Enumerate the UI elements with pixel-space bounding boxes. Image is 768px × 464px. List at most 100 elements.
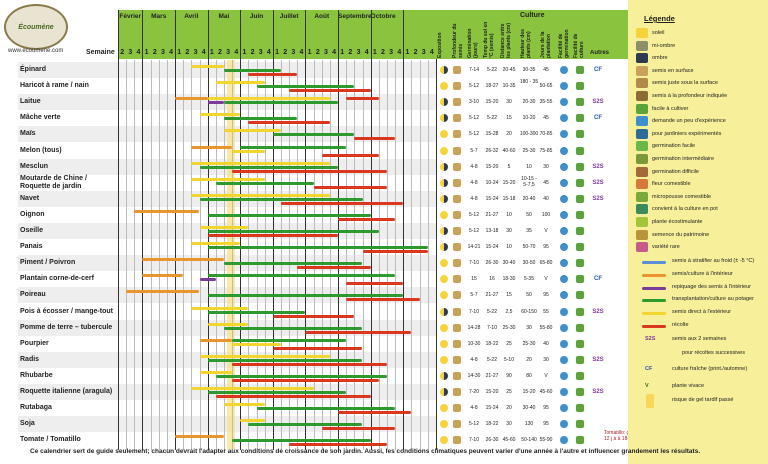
harvest-bar (297, 266, 371, 270)
culture-value: 14-30 (467, 372, 481, 379)
legend-extra-label: pour récoltes successives (682, 350, 745, 356)
culture-value: 18-22 (485, 421, 499, 428)
legend-label: facile à cultiver (652, 105, 689, 112)
week-19: 1 (275, 49, 279, 56)
culture-value: 30-40 (522, 405, 536, 412)
legend-title: Légende (644, 14, 675, 23)
legend-mark: CF (645, 366, 653, 372)
direct-bar (191, 387, 314, 390)
culture-value: 50 (526, 211, 532, 218)
transplant-bar (207, 294, 404, 298)
grid-line (158, 60, 160, 450)
seed-depth-icon (453, 436, 461, 445)
legend-icon-item: convient à la culture en pot (636, 204, 718, 215)
month-header-bg (118, 10, 436, 59)
culture-value: 15-28 (485, 131, 499, 138)
week-label: Semaine (86, 49, 115, 56)
legend-swatch-icon (636, 53, 648, 64)
direct-bar (191, 177, 265, 181)
seed-depth-icon (453, 404, 461, 413)
culture-value: 90 (506, 372, 512, 379)
week-37: 3 (421, 49, 426, 56)
week-11: 1 (209, 49, 214, 56)
col-header-9: Autres (590, 50, 610, 56)
note-s2s: S2S (592, 195, 604, 202)
week-15: 1 (242, 49, 247, 56)
culture-value: 14-21 (467, 244, 481, 251)
week-8: 2 (185, 49, 190, 56)
culture-value: 45-60 (502, 437, 516, 444)
week-7: 1 (177, 49, 182, 56)
transplant-bar (199, 165, 339, 169)
culture-value: 10 (506, 244, 512, 251)
harvest-bar (362, 250, 428, 254)
crop-name: Piment / Poivron (20, 259, 76, 267)
culture-value: 80 (526, 372, 532, 379)
transplant-bar (207, 246, 428, 250)
week-12: 2 (218, 49, 222, 56)
culture-value: 50 (526, 292, 532, 299)
culture-value: 4-8 (470, 405, 478, 412)
culture-value: 26-30 (485, 260, 499, 267)
week-13: 3 (226, 49, 231, 56)
culture-value: 30 (506, 99, 512, 106)
grid-line (118, 10, 119, 450)
transplant-bar (232, 439, 371, 443)
grid-line (150, 60, 152, 450)
crop-name: Mesclun (20, 162, 49, 170)
culture-value: 5-7 (470, 147, 478, 154)
transplant-bar (223, 69, 281, 72)
culture-value: 10-20 (522, 115, 536, 122)
grid-line (435, 10, 437, 450)
culture-value: 21-27 (485, 292, 499, 299)
culture-ease-icon (576, 178, 584, 187)
col-header-8: Facilité de culture (573, 33, 585, 58)
harvest-bar (272, 314, 355, 318)
sun-icon (440, 323, 448, 332)
month-3: Mai (218, 13, 230, 20)
harvest-bar (313, 185, 387, 189)
transplant-bar (248, 423, 363, 427)
culture-value: 5-22 (486, 308, 497, 315)
grid-line (199, 60, 201, 450)
direct-bar (199, 113, 241, 117)
grid-line (313, 60, 315, 450)
harvest-bar (232, 378, 379, 382)
culture-ease-icon (576, 275, 584, 284)
seed-depth-icon (453, 339, 461, 348)
culture-title: Culture (520, 12, 545, 19)
culture-value: 5-22 (486, 67, 497, 73)
culture-value: 45 (543, 67, 549, 73)
culture-value: 18-22 (485, 340, 499, 347)
culture-value: 40 (543, 340, 549, 347)
direct-bar (215, 81, 265, 85)
harvest-bar (346, 282, 404, 286)
culture-value: 5-12 (468, 115, 479, 122)
col-header-7: Facilité de germination (558, 29, 570, 58)
culture-ease-icon (576, 114, 584, 123)
culture-ease-icon (576, 339, 584, 348)
culture-value: 95 (543, 405, 549, 412)
repiquage-bar (207, 101, 224, 105)
indoor-bar (142, 258, 224, 262)
week-9: 3 (193, 49, 198, 56)
culture-value: 26-30 (485, 437, 499, 444)
crop-name: Roquette italienne (aragula) (20, 388, 113, 395)
half-shade-icon (440, 114, 448, 123)
culture-value: 55-90 (539, 437, 553, 444)
transplant-bar (256, 85, 355, 89)
legend-line-label: transplantation/culture au potager (672, 296, 754, 303)
culture-value: 3-10 (468, 99, 479, 106)
direct-bar (240, 419, 265, 423)
legend-swatch-icon (636, 40, 648, 51)
note-s2s: S2S (592, 389, 604, 395)
seed-depth-icon (453, 243, 461, 252)
col-header-4: Distance entre les plants (cm) (500, 22, 512, 58)
week-26: 4 (332, 49, 337, 56)
legend-extra-label: culture fraîche (print./automne) (672, 366, 748, 372)
footer-disclaimer: Ce calendrier sert de guide seulement; c… (30, 448, 701, 455)
culture-value: 35-55 (539, 99, 553, 106)
culture-value: 15-24 (485, 405, 499, 412)
culture-value: 21-27 (485, 372, 499, 379)
culture-value: 15-20 (502, 179, 516, 186)
